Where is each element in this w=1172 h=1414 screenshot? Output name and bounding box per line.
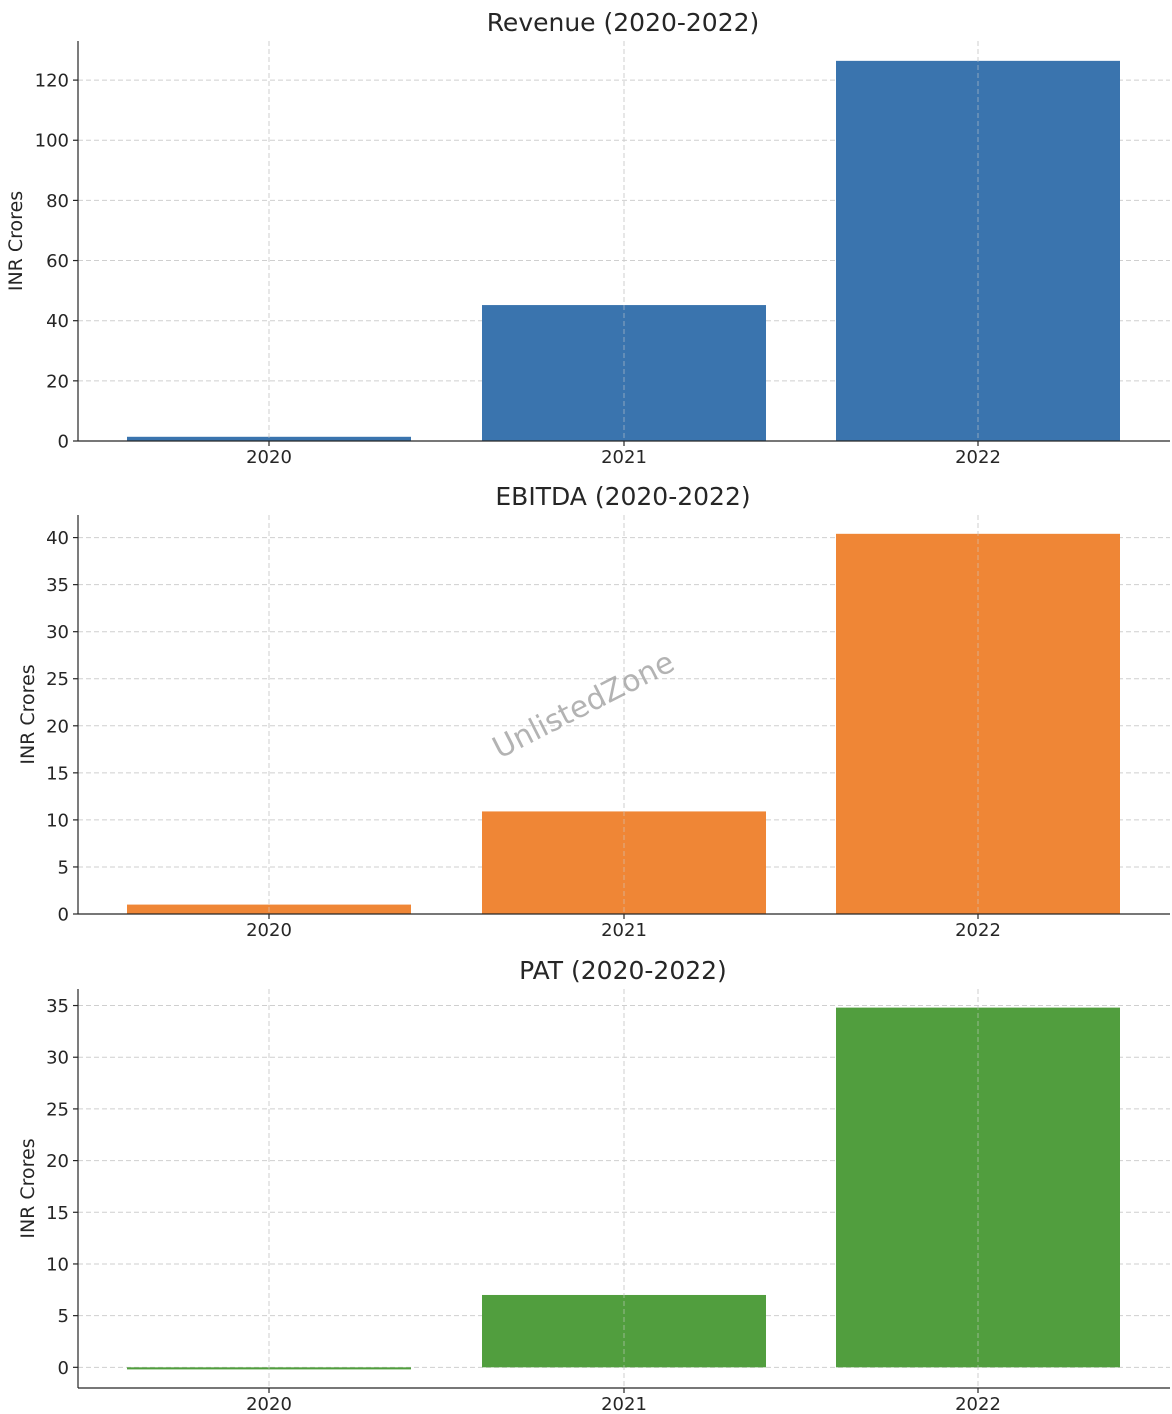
chart-panel-3: 0 5 10 15 20 25 30 35 2020 2021 2022 PAT (2020-2022…: [17, 956, 1170, 1414]
y-tick-label: 0: [58, 905, 69, 926]
y-tick-label: 30: [46, 1048, 69, 1069]
y-tick-label: 40: [46, 311, 69, 332]
y-tick-label: 5: [58, 1306, 69, 1327]
y-tick-label: 20: [46, 371, 69, 392]
y-tick-label: 15: [46, 763, 69, 784]
bar-2022: [836, 1007, 1120, 1368]
x-tick-label: 2021: [601, 920, 647, 941]
y-tick-label: 35: [46, 996, 69, 1017]
x-tick-label: 2021: [601, 1394, 647, 1414]
y-tick-label: 80: [46, 191, 69, 212]
y-tick-label: 60: [46, 251, 69, 272]
chart-panel-2: 0 5 10 15 20 25 30 35 40 2020 2021 2022 EBITDA (2020…: [17, 482, 1170, 941]
chart-panel-1: 0 20 40 60 80 100 120 2020 2021 2022 Revenue (2020…: [5, 8, 1170, 468]
x-tick-label: 2020: [246, 920, 292, 941]
y-tick-label: 15: [46, 1203, 69, 1224]
y-tick-label: 120: [35, 71, 69, 92]
y-tick-label: 0: [58, 432, 69, 453]
x-tick-label: 2022: [955, 1394, 1001, 1414]
y-tick-label: 10: [46, 810, 69, 831]
y-tick-label: 0: [58, 1358, 69, 1379]
y-tick-label: 25: [46, 1099, 69, 1120]
x-tick-label: 2020: [246, 447, 292, 468]
x-tick-label: 2022: [955, 920, 1001, 941]
x-tick-label: 2021: [601, 447, 647, 468]
y-tick-label: 5: [58, 857, 69, 878]
bar-2021: [482, 1294, 766, 1368]
chart-title: PAT (2020-2022): [519, 956, 727, 985]
x-tick-label: 2022: [955, 447, 1001, 468]
y-tick-label: 30: [46, 622, 69, 643]
y-tick-label: 35: [46, 575, 69, 596]
y-tick-label: 25: [46, 669, 69, 690]
bar-2020: [127, 436, 411, 441]
y-tick-label: 20: [46, 716, 69, 737]
x-tick-label: 2020: [246, 1394, 292, 1414]
y-tick-label: 10: [46, 1254, 69, 1275]
y-tick-label: 20: [46, 1151, 69, 1172]
y-tick-label: 100: [35, 131, 69, 152]
chart-title: Revenue (2020-2022): [487, 8, 760, 37]
y-axis-label: INR Crores: [17, 1138, 39, 1238]
chart-title: EBITDA (2020-2022): [495, 482, 750, 511]
y-tick-label: 40: [46, 528, 69, 549]
y-axis-label: INR Crores: [17, 664, 39, 764]
y-axis-label: INR Crores: [5, 191, 27, 291]
